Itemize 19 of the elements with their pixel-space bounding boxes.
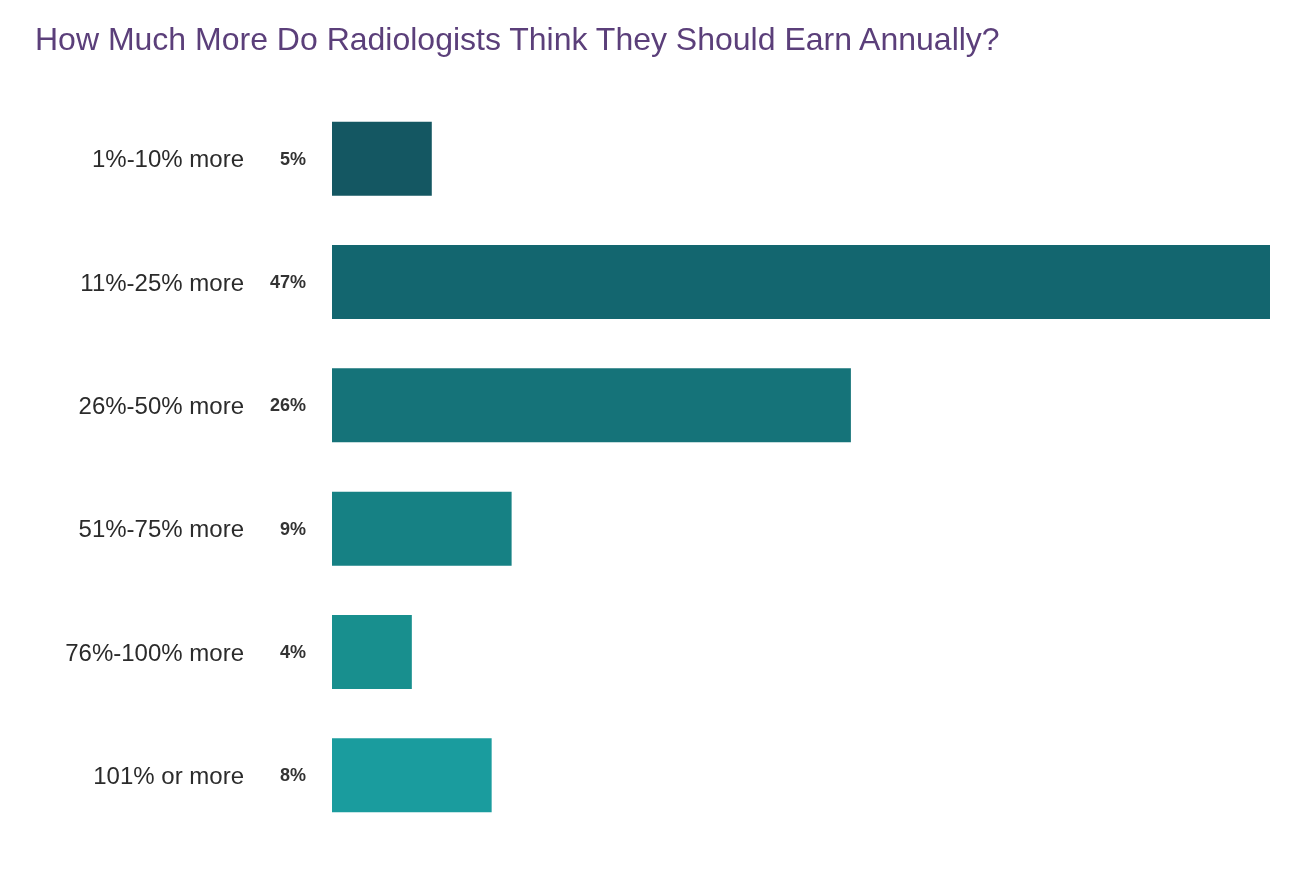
y-tick-label: 76%-100% more (65, 638, 244, 666)
data-label: 5% (279, 148, 306, 169)
bar (332, 615, 412, 689)
data-label: 26% (269, 395, 306, 416)
bar (332, 368, 851, 443)
data-label: 8% (279, 765, 306, 786)
bar (332, 738, 492, 813)
bar (332, 245, 1270, 319)
y-tick-label: 101% or more (93, 761, 244, 789)
bar (332, 121, 432, 196)
y-tick-label: 1%-10% more (91, 145, 244, 173)
y-tick-label: 51%-75% more (78, 515, 244, 543)
data-label: 47% (269, 272, 306, 292)
bar (332, 491, 512, 566)
y-tick-label: 26%-50% more (78, 391, 244, 419)
chart-title: How Much More Do Radiologists Think They Should Earn Annually? (35, 21, 1000, 57)
y-tick-label: 11%-25% more (80, 268, 244, 296)
data-label: 9% (279, 518, 306, 539)
data-label: 4% (279, 642, 306, 662)
